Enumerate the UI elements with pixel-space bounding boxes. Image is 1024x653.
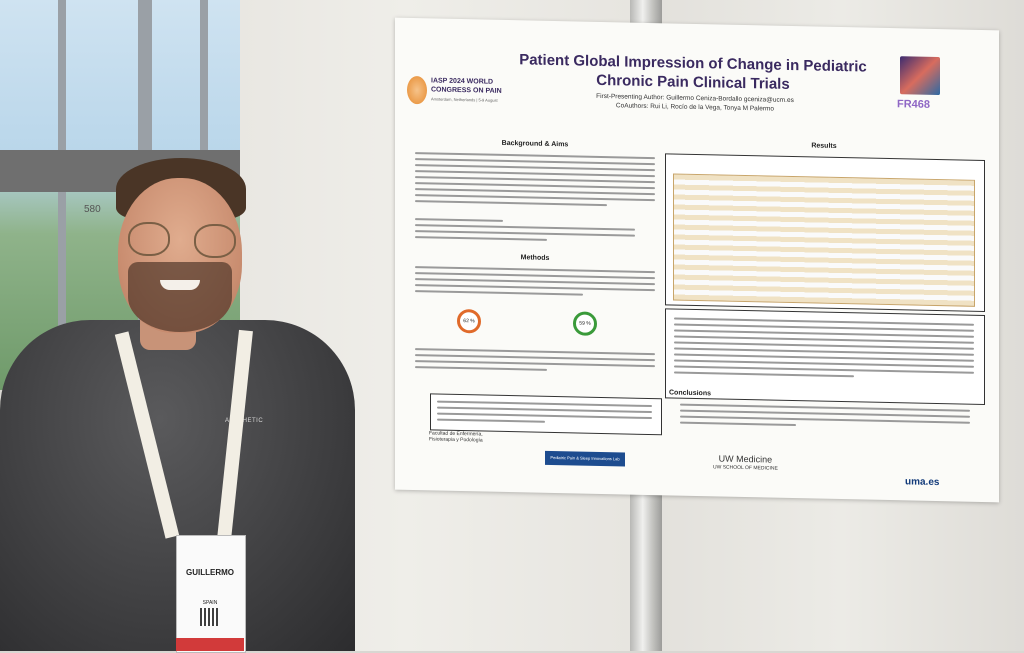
- section-methods-heading: Methods: [520, 254, 550, 262]
- poster-authors: First-Presenting Author: Guillermo Ceniz…: [545, 91, 845, 115]
- person-beard: [128, 262, 232, 332]
- badge-country: SPAIN: [202, 600, 218, 606]
- uw-medicine-logo: UW Medicine UW SCHOOL OF MEDICINE: [713, 453, 778, 473]
- gauge-trial-2: 59 %: [573, 311, 597, 336]
- congress-logo-icon: [407, 75, 427, 105]
- poster-thumbnail-image: [900, 56, 940, 96]
- glasses-right-lens-icon: [194, 224, 236, 258]
- conclusions-box: [430, 393, 662, 436]
- shirt-print: AESTHETIC: [225, 418, 264, 424]
- gauge-trial-1: 62 %: [457, 308, 481, 334]
- badge-footer: [176, 638, 244, 651]
- methods-text: [415, 266, 655, 301]
- congress-place: Amsterdam, Netherlands | 5-9 August: [431, 96, 498, 103]
- background-text: [415, 152, 655, 211]
- poster: IASP 2024 WORLD CONGRESS ON PAIN Amsterd…: [395, 17, 999, 503]
- lab-logo: Pediatric Pain & Sleep Innovations Lab: [545, 450, 625, 467]
- poster-code: FR468: [897, 98, 931, 111]
- booth-number: 580: [84, 204, 101, 215]
- poster-title: Patient Global Impression of Change in P…: [493, 50, 893, 96]
- uma-logo: uma.es: [905, 476, 940, 489]
- study-aims-text: [415, 218, 635, 247]
- person-smile: [160, 280, 200, 290]
- faculty-logo: Facultad de Enfermería, Fisioterapia y P…: [429, 430, 483, 444]
- glasses-left-lens-icon: [128, 222, 170, 256]
- uw-medicine-line2: UW SCHOOL OF MEDICINE: [713, 464, 778, 472]
- conclusions-text: [680, 403, 970, 434]
- badge-name: GUILLERMO: [186, 568, 234, 577]
- section-results-heading: Results: [811, 142, 837, 150]
- results-table: [673, 173, 975, 307]
- name-badge: [176, 535, 246, 653]
- methods-text-2: [415, 348, 655, 377]
- section-background-heading: Background & Aims: [501, 139, 569, 149]
- badge-qr-code-icon: [200, 608, 218, 626]
